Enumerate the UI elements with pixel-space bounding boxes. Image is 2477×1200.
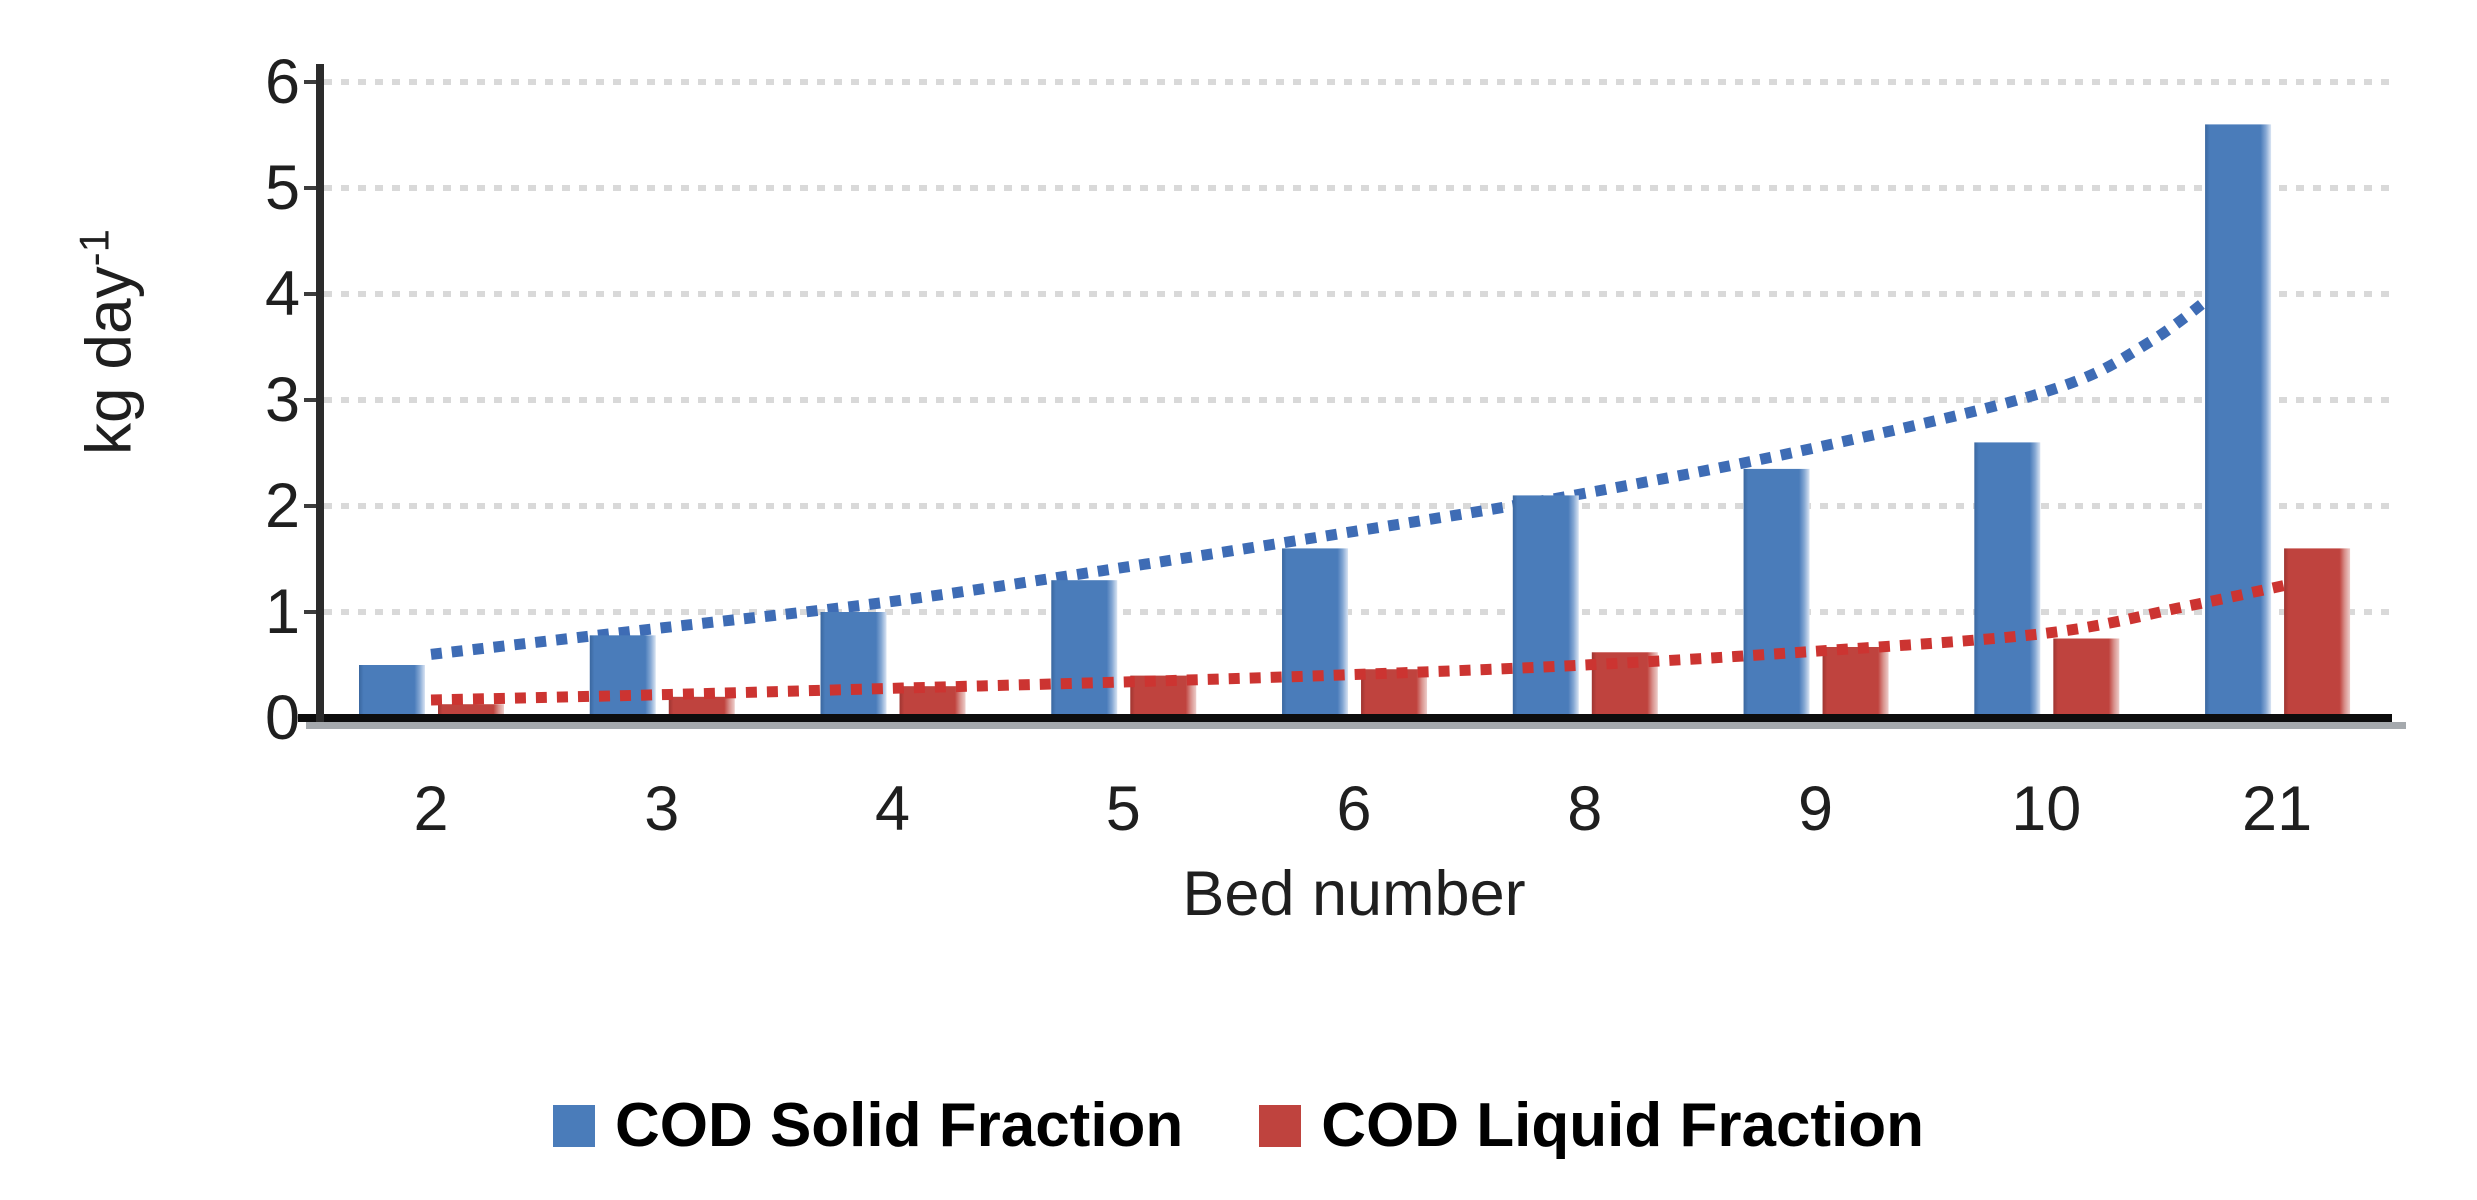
x-axis-shadow bbox=[306, 722, 2406, 729]
y-tick-label: 3 bbox=[265, 365, 300, 435]
legend-label-liquid-fraction: COD Liquid Fraction bbox=[1321, 1091, 1925, 1160]
y-axis-title: kg day-1 bbox=[70, 229, 145, 455]
solid-fraction-trendline bbox=[430, 270, 2242, 660]
bar-liquid-fraction bbox=[1361, 669, 1428, 720]
legend-label-solid-fraction: COD Solid Fraction bbox=[614, 1091, 1184, 1160]
bar-solid-fraction bbox=[1974, 442, 2041, 720]
y-axis-tick-labels: 0 1 2 3 4 5 6 bbox=[265, 47, 300, 753]
y-axis-title-superscript: -1 bbox=[70, 229, 118, 267]
bar-solid-fraction bbox=[589, 635, 656, 720]
y-tick-label: 5 bbox=[265, 153, 300, 223]
legend-item-liquid-fraction: COD Liquid Fraction bbox=[1259, 1090, 1924, 1161]
y-axis-line bbox=[316, 64, 324, 722]
x-tick-label: 3 bbox=[644, 774, 679, 844]
x-axis-title: Bed number bbox=[1182, 859, 1526, 929]
trendline bbox=[430, 580, 2286, 706]
bar-solid-fraction bbox=[820, 612, 887, 720]
bar-solid-fraction bbox=[2205, 124, 2272, 720]
x-tick-label: 8 bbox=[1567, 774, 1602, 844]
bar-liquid-fraction bbox=[1591, 652, 1658, 720]
bar-solid-fraction bbox=[1743, 468, 1810, 720]
x-tick-label: 21 bbox=[2242, 774, 2312, 844]
x-tick-label: 5 bbox=[1106, 774, 1141, 844]
gridlines bbox=[324, 79, 2392, 615]
bar-solid-fraction bbox=[1051, 580, 1118, 720]
y-tick-label: 1 bbox=[265, 577, 300, 647]
y-tick-label: 2 bbox=[265, 471, 300, 541]
trendline bbox=[430, 270, 2242, 660]
bar-solid-fraction bbox=[359, 665, 425, 720]
y-tick-label: 6 bbox=[265, 47, 300, 117]
bar-liquid-fraction bbox=[1130, 675, 1197, 720]
bar-liquid-fraction bbox=[1822, 646, 1889, 720]
legend-marker-solid-fraction bbox=[552, 1104, 595, 1147]
y-tick-label: 4 bbox=[265, 259, 300, 329]
x-axis-line bbox=[298, 714, 2392, 722]
bar-liquid-fraction bbox=[2284, 548, 2351, 720]
y-tick-label: 0 bbox=[265, 683, 300, 753]
bars bbox=[359, 124, 2351, 720]
liquid-fraction-trendline bbox=[430, 580, 2286, 706]
bar-liquid-fraction bbox=[2053, 638, 2120, 720]
legend-item-solid-fraction: COD Solid Fraction bbox=[552, 1090, 1184, 1161]
y-axis-title-text: kg day bbox=[72, 266, 145, 455]
legend: COD Solid Fraction COD Liquid Fraction bbox=[0, 1090, 2477, 1161]
x-tick-label: 6 bbox=[1337, 774, 1372, 844]
bar-solid-fraction bbox=[1512, 495, 1579, 720]
x-tick-label: 2 bbox=[413, 774, 448, 844]
axes bbox=[298, 64, 2406, 729]
x-tick-label: 9 bbox=[1798, 774, 1833, 844]
x-axis-tick-labels: 2 3 4 5 6 8 9 10 21 bbox=[413, 774, 2312, 844]
bar-solid-fraction bbox=[1282, 548, 1349, 720]
x-tick-label: 4 bbox=[875, 774, 910, 844]
x-tick-label: 10 bbox=[2011, 774, 2081, 844]
legend-marker-liquid-fraction bbox=[1259, 1104, 1302, 1147]
